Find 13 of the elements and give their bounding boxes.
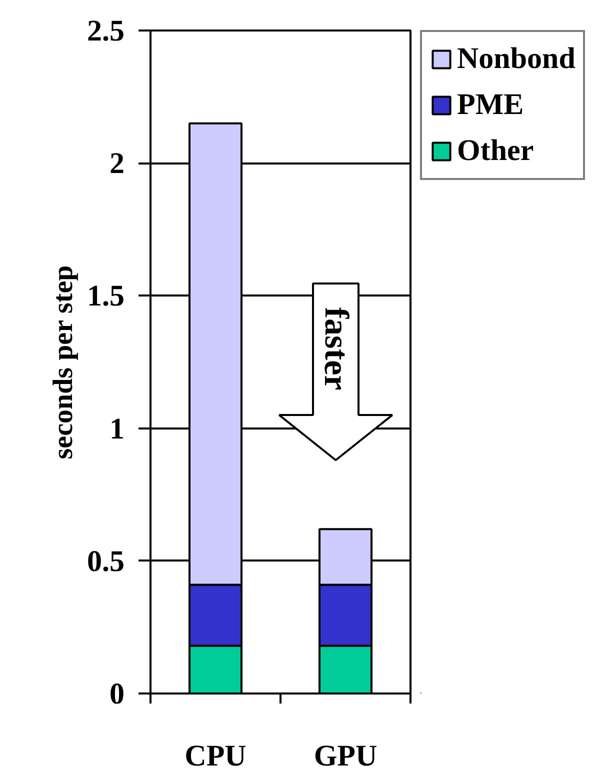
- x-tick-label: GPU: [314, 740, 378, 772]
- legend-label: Other: [457, 133, 534, 169]
- legend-label: PME: [457, 87, 524, 123]
- y-tick-label: 1: [110, 412, 124, 446]
- y-tick-label: 0.5: [87, 544, 124, 578]
- y-tick-label: 2: [110, 147, 124, 180]
- annotation: faster: [317, 307, 354, 390]
- legend-label: Nonbond: [457, 41, 576, 77]
- y-tick-label: 0: [110, 678, 124, 710]
- y-axis-title: seconds per step: [48, 265, 79, 460]
- y-tick-label: 2.5: [87, 14, 124, 48]
- y-tick-label: 1.5: [87, 280, 124, 313]
- x-tick-label: CPU: [184, 740, 246, 772]
